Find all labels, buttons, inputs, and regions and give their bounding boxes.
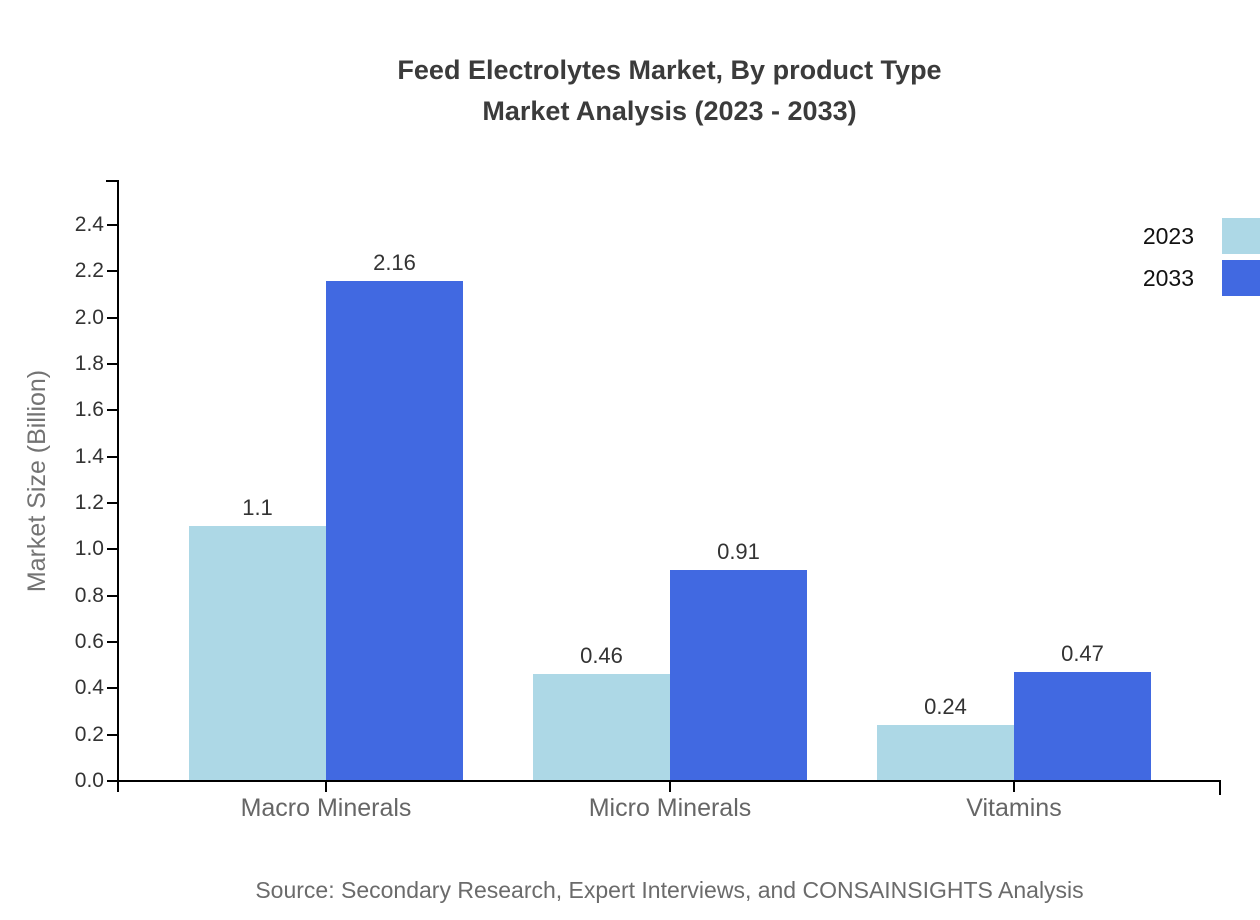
x-tick-mark [1013,781,1015,792]
x-axis-category-label: Micro Minerals [588,794,752,822]
legend-item-2023: 2023 [1143,217,1260,255]
legend: 2023 2033 [1143,217,1260,297]
y-tick-mark [107,780,117,782]
bar-2033-micro-minerals [670,570,807,781]
bar-value-label: 0.91 [717,539,760,565]
y-tick-label: 0.6 [74,630,104,653]
y-axis-title: Market Size (Billion) [23,369,51,593]
y-tick-mark [107,641,117,643]
legend-label: 2023 [1142,222,1194,249]
y-tick-mark [107,687,117,690]
y-axis-top-cap [106,180,119,182]
y-tick-label: 1.0 [74,537,104,561]
bar-value-label: 0.47 [1061,641,1104,667]
legend-label: 2033 [1142,264,1194,291]
y-tick-label: 1.8 [74,352,104,375]
y-tick-mark [107,363,117,365]
x-tick-mark [325,781,327,792]
x-tick-mark [669,781,671,792]
x-axis-line [117,780,1221,782]
bar-value-label: 1.1 [242,495,273,521]
y-tick-label: 0.4 [74,676,104,700]
bar-2033-vitamins [1014,672,1151,781]
y-tick-label: 2.2 [74,259,104,283]
bar-2023-vitamins [877,725,1014,781]
source-note: Source: Secondary Research, Expert Inter… [255,877,1084,903]
chart-title: Feed Electrolytes Market, By product Typ… [118,50,1221,132]
y-tick-mark [107,409,117,412]
y-tick-mark [107,316,117,319]
y-tick-mark [107,502,117,504]
bar-value-label: 0.24 [924,694,967,720]
y-tick-label: 1.4 [74,444,104,468]
bar-value-label: 0.46 [580,643,623,669]
bar-value-label: 2.16 [373,249,416,275]
y-tick-label: 1.6 [74,398,104,422]
x-axis-category-label: Macro Minerals [240,794,412,822]
chart-title-line1: Feed Electrolytes Market, By product Typ… [397,55,942,85]
y-tick-label: 0.0 [74,769,104,792]
y-tick-mark [107,548,117,551]
y-tick-mark [107,594,117,597]
y-tick-label: 0.8 [74,583,104,607]
legend-swatch [1222,260,1260,296]
y-tick-mark [107,270,117,273]
y-tick-mark [107,455,117,458]
x-axis-right-cap [1219,781,1221,795]
x-axis-category-label: Vitamins [966,794,1062,822]
bar-2023-micro-minerals [533,674,670,781]
y-tick-label: 2.4 [74,213,104,236]
y-tick-mark [107,224,117,226]
bar-2033-macro-minerals [326,280,463,781]
y-tick-label: 0.2 [74,722,104,746]
y-axis-line [117,181,119,792]
legend-swatch [1222,218,1260,254]
y-tick-mark [107,733,117,736]
y-tick-label: 2.0 [74,305,104,329]
y-tick-label: 1.2 [74,491,104,514]
legend-item-2033: 2033 [1143,259,1260,297]
chart-title-line2: Market Analysis (2023 - 2033) [482,96,857,126]
bar-2023-macro-minerals [189,526,326,781]
